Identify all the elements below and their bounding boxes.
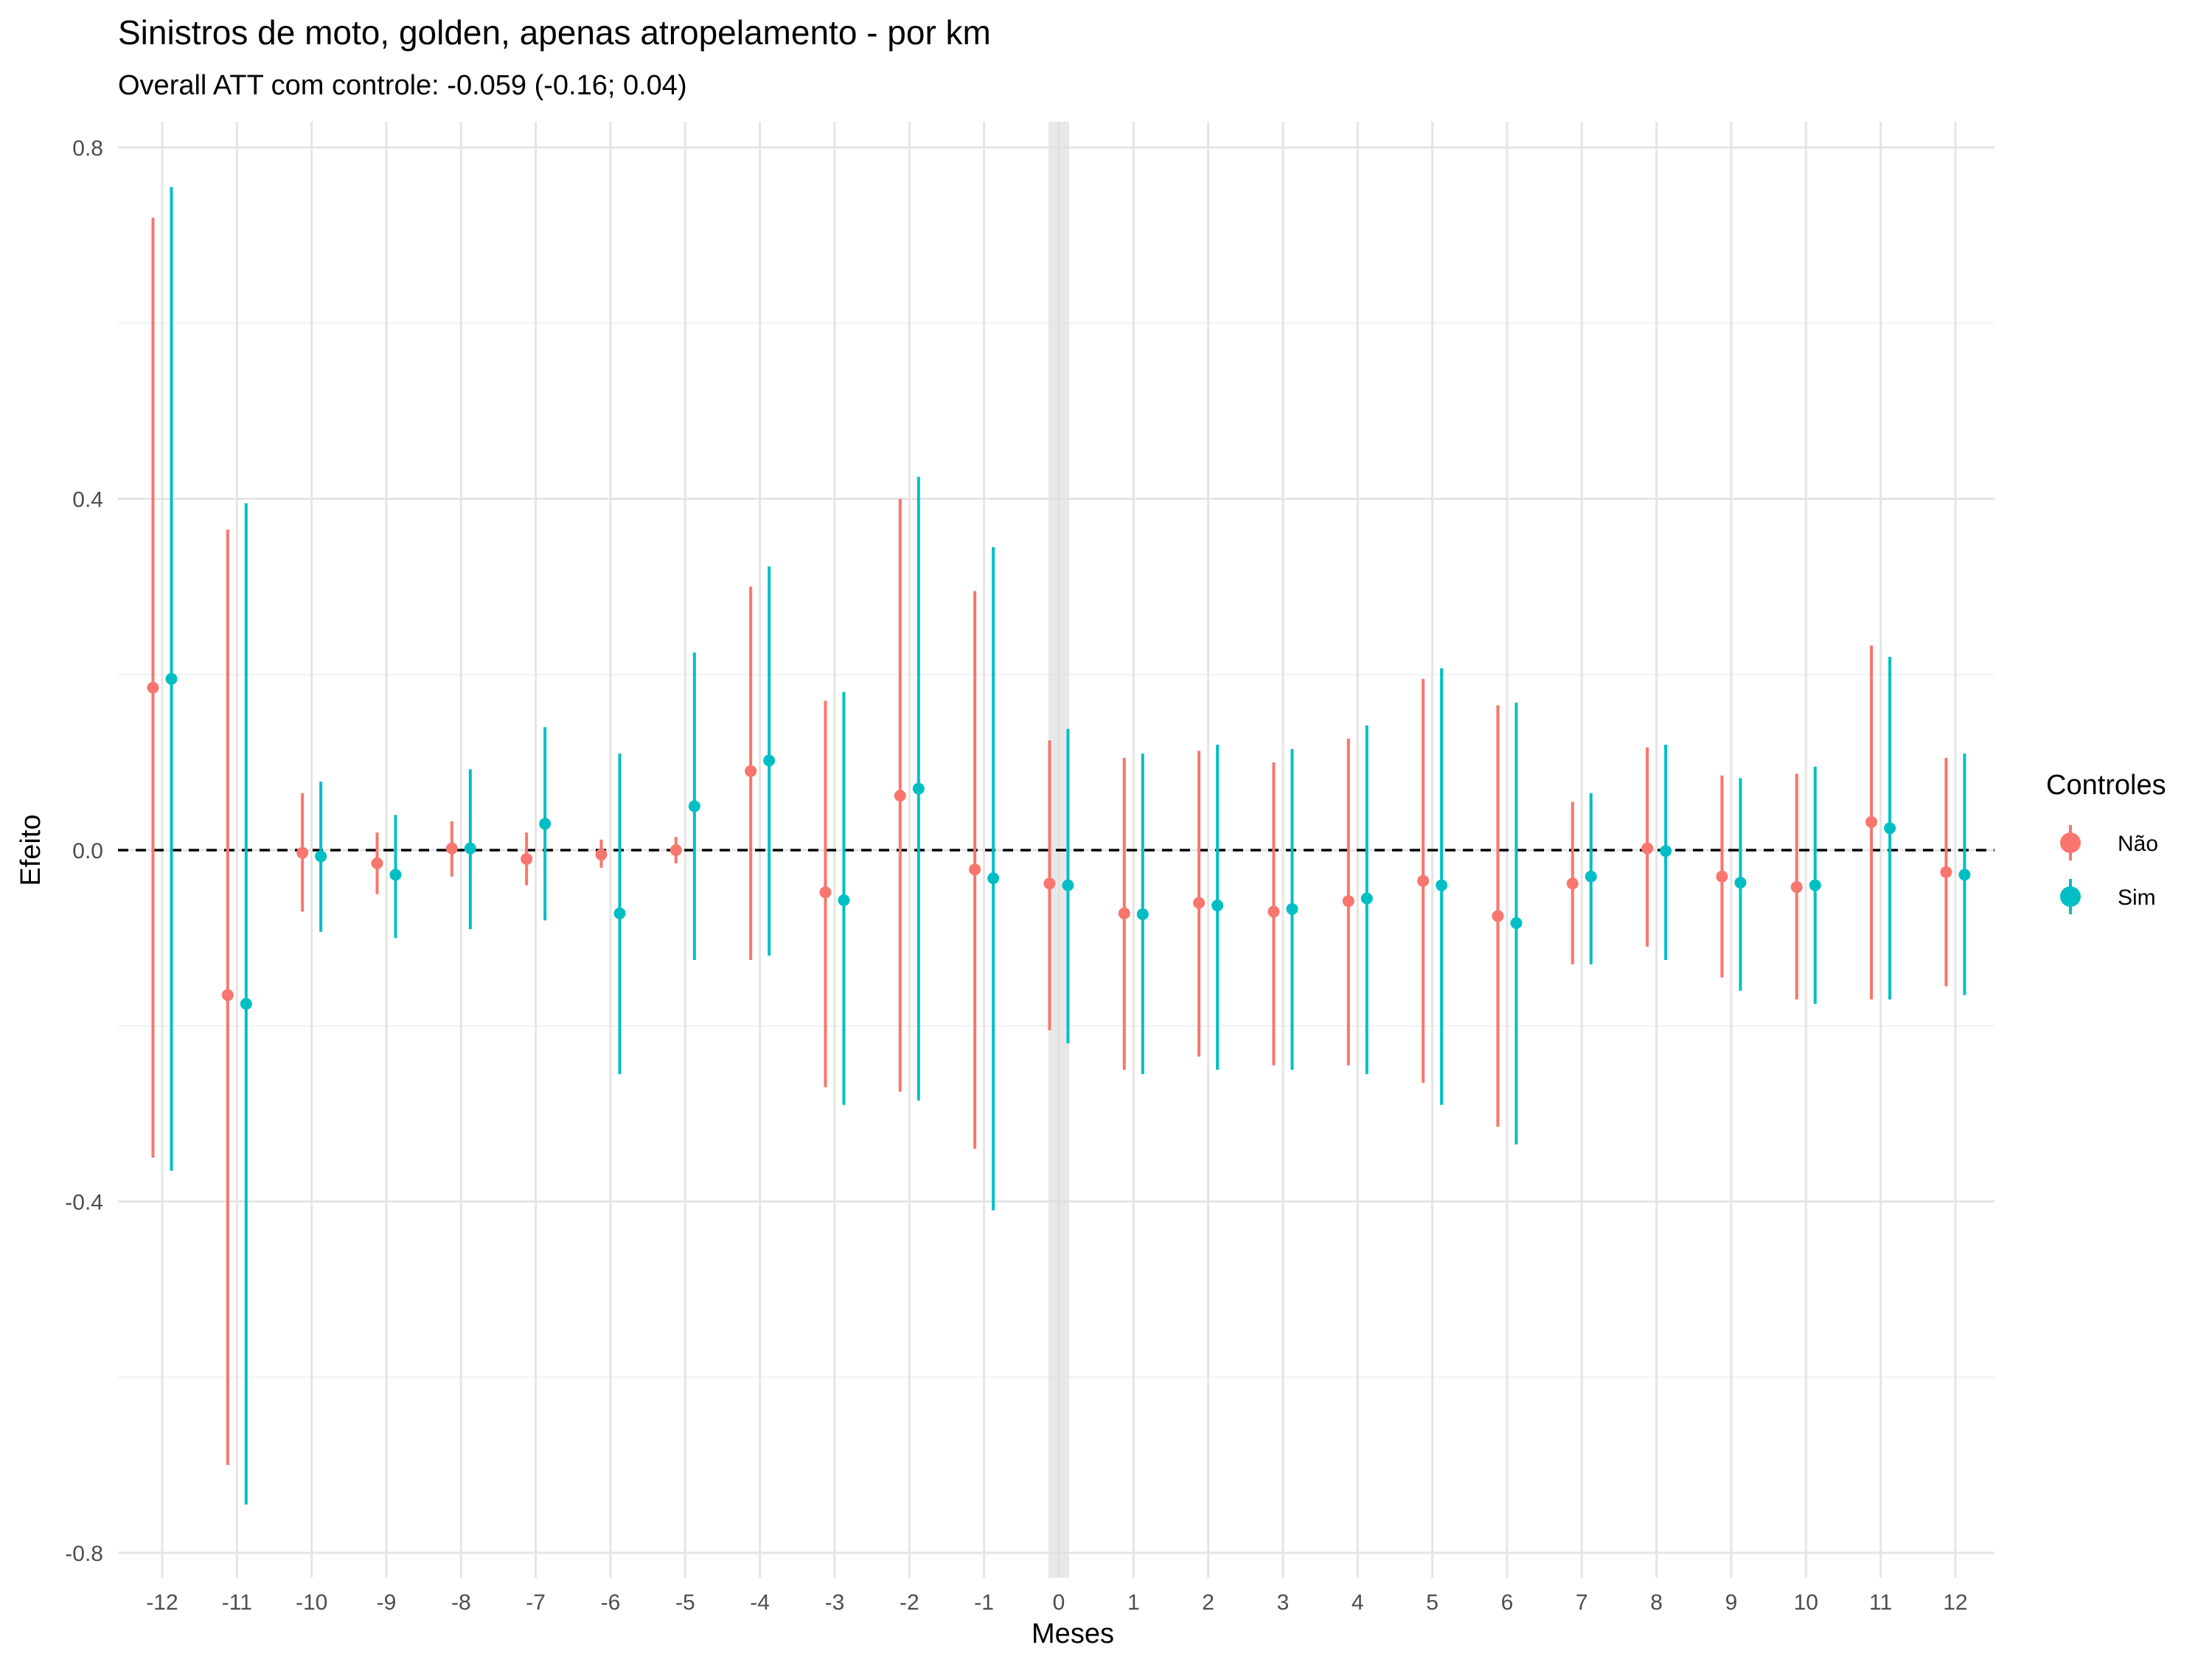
y-tick-label: -0.4 (65, 1191, 103, 1215)
x-tick-label: 12 (1943, 1590, 1967, 1615)
data-point (445, 842, 458, 855)
x-tick-label: -4 (750, 1590, 770, 1615)
data-point (389, 869, 402, 881)
data-point (1660, 845, 1672, 858)
data-point (613, 907, 626, 919)
data-point (1940, 866, 1952, 878)
data-point (745, 765, 757, 777)
data-point (1716, 870, 1728, 883)
y-axis-label: Efeito (15, 814, 46, 886)
y-tick-label: 0.4 (72, 488, 103, 512)
x-tick-label: 9 (1725, 1590, 1738, 1615)
data-point (763, 754, 776, 767)
data-point (147, 681, 159, 694)
legend-key-point (2060, 886, 2081, 907)
data-point (838, 894, 850, 906)
data-point (1193, 897, 1206, 909)
data-point (1267, 905, 1280, 918)
data-point (894, 790, 906, 802)
data-point (1136, 908, 1149, 920)
data-point (1492, 910, 1504, 922)
data-point (1790, 881, 1803, 894)
data-point (521, 852, 533, 865)
data-point (688, 800, 700, 813)
data-point (240, 998, 252, 1010)
x-tick-label: 1 (1127, 1590, 1140, 1615)
data-point (1585, 870, 1597, 883)
data-point (1865, 815, 1878, 828)
data-point (819, 886, 832, 899)
x-tick-label: 8 (1650, 1590, 1663, 1615)
x-tick-label: -12 (146, 1590, 178, 1615)
x-tick-label: -11 (222, 1590, 252, 1615)
x-tick-label: -1 (974, 1590, 994, 1615)
data-point (315, 850, 327, 863)
data-point (1641, 842, 1654, 855)
data-point (1417, 874, 1430, 887)
data-point (1809, 879, 1821, 891)
data-point (595, 848, 608, 860)
x-tick-label: -3 (825, 1590, 845, 1615)
x-tick-label: 4 (1352, 1590, 1364, 1615)
data-point (1884, 822, 1896, 835)
x-tick-label: -7 (526, 1590, 546, 1615)
data-point (987, 872, 1000, 885)
data-point (539, 818, 552, 830)
x-axis-ticks: -12 -11 -10 -9 -8 -7 -6 -5 -4 -3 -2 -1 0 1 2 3 4 5 6 7 8 9 10 1… (146, 1590, 1967, 1615)
legend-title: Controles (2046, 770, 2166, 801)
x-tick-label: -10 (296, 1590, 327, 1615)
data-point (1958, 869, 1971, 881)
legend-key-point (2060, 832, 2081, 853)
data-point (464, 842, 476, 855)
chart-title: Sinistros de moto, golden, apenas atrope… (118, 13, 991, 52)
legend-item-sim: Sim (2060, 879, 2156, 914)
data-point (1118, 907, 1130, 919)
y-tick-label: 0.0 (72, 839, 103, 863)
data-point (912, 782, 925, 795)
chart-subtitle: Overall ATT com controle: -0.059 (-0.16;… (118, 70, 687, 101)
data-point (1436, 879, 1448, 891)
data-point (1286, 902, 1298, 915)
data-point (969, 863, 981, 876)
series-marks (147, 187, 1971, 1505)
data-point (1043, 877, 1056, 890)
x-tick-label: 11 (1869, 1590, 1892, 1615)
legend-item-nao: Não (2060, 825, 2158, 860)
data-point (1734, 877, 1747, 889)
x-tick-label: 5 (1426, 1590, 1439, 1615)
data-point (1360, 892, 1373, 905)
x-tick-label: -8 (451, 1590, 471, 1615)
y-tick-label: -0.8 (65, 1542, 103, 1566)
y-tick-label: 0.8 (72, 136, 103, 161)
x-tick-label: -9 (377, 1590, 397, 1615)
data-point (1211, 900, 1224, 912)
x-tick-label: 3 (1277, 1590, 1290, 1615)
data-point (296, 846, 309, 859)
x-tick-label: 2 (1202, 1590, 1214, 1615)
x-axis-label: Meses (1032, 1618, 1114, 1649)
data-point (221, 989, 234, 1001)
data-point (669, 844, 682, 856)
data-point (165, 672, 178, 685)
x-tick-label: -6 (601, 1590, 621, 1615)
legend-label: Não (2118, 832, 2158, 856)
series-nao (147, 218, 1952, 1465)
legend-label: Sim (2118, 886, 2156, 910)
data-point (1510, 917, 1523, 929)
x-tick-label: 10 (1794, 1590, 1818, 1615)
x-tick-label: 7 (1576, 1590, 1588, 1615)
x-tick-label: 6 (1501, 1590, 1514, 1615)
data-point (1062, 879, 1074, 891)
legend-items: Não Sim (2060, 825, 2158, 914)
data-point (1566, 877, 1579, 890)
data-point (371, 857, 383, 869)
y-axis-ticks: -0.8 -0.4 0.0 0.4 0.8 (65, 136, 103, 1566)
legend: Controles Não Sim (2046, 770, 2166, 914)
data-point (1342, 895, 1354, 908)
x-tick-label: -2 (900, 1590, 919, 1615)
x-tick-label: 0 (1053, 1590, 1065, 1615)
x-tick-label: -5 (675, 1590, 695, 1615)
series-sim (165, 187, 1971, 1505)
